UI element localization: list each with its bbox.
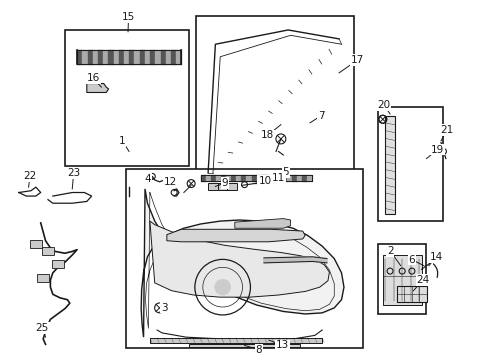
Bar <box>65 30 188 166</box>
Text: 14: 14 <box>428 252 442 262</box>
Text: 6: 6 <box>408 255 414 265</box>
Polygon shape <box>160 50 165 64</box>
Text: 22: 22 <box>23 171 37 181</box>
Text: 12: 12 <box>164 177 177 187</box>
Bar <box>227 183 237 190</box>
Text: 3: 3 <box>161 302 167 312</box>
Text: 13: 13 <box>275 341 288 350</box>
Polygon shape <box>236 175 241 181</box>
Text: 20: 20 <box>376 100 389 110</box>
Bar <box>30 240 41 248</box>
Bar <box>188 343 300 347</box>
Bar <box>150 338 322 342</box>
Polygon shape <box>134 50 140 64</box>
Polygon shape <box>307 175 312 181</box>
Text: 10: 10 <box>258 176 271 186</box>
Polygon shape <box>266 175 271 181</box>
Text: 25: 25 <box>36 323 49 333</box>
Polygon shape <box>113 50 119 64</box>
Polygon shape <box>103 50 108 64</box>
Bar <box>217 183 227 190</box>
Bar <box>42 247 54 255</box>
Polygon shape <box>155 50 160 64</box>
Polygon shape <box>124 50 129 64</box>
Polygon shape <box>302 175 307 181</box>
Polygon shape <box>176 50 181 64</box>
Polygon shape <box>93 50 98 64</box>
Polygon shape <box>205 175 210 181</box>
Bar <box>377 244 426 314</box>
Polygon shape <box>282 175 286 181</box>
Polygon shape <box>241 175 246 181</box>
Bar <box>37 274 49 282</box>
Bar <box>207 183 218 190</box>
Polygon shape <box>256 175 261 181</box>
Polygon shape <box>251 175 256 181</box>
Polygon shape <box>171 50 176 64</box>
Text: 7: 7 <box>317 111 324 121</box>
Polygon shape <box>140 50 144 64</box>
Polygon shape <box>210 175 216 181</box>
Text: 18: 18 <box>261 130 274 140</box>
Polygon shape <box>82 50 87 64</box>
Polygon shape <box>129 50 134 64</box>
Polygon shape <box>291 175 297 181</box>
Polygon shape <box>221 175 226 181</box>
Polygon shape <box>201 175 205 181</box>
Polygon shape <box>150 221 329 297</box>
Text: 17: 17 <box>350 55 363 65</box>
Text: 8: 8 <box>255 345 262 355</box>
Text: 19: 19 <box>430 145 443 155</box>
Polygon shape <box>166 229 305 242</box>
Polygon shape <box>141 189 343 337</box>
Polygon shape <box>98 50 103 64</box>
Bar <box>382 255 421 305</box>
Polygon shape <box>119 50 124 64</box>
Polygon shape <box>150 50 155 64</box>
Bar <box>196 16 353 180</box>
Bar <box>52 260 63 268</box>
Circle shape <box>214 279 230 295</box>
Polygon shape <box>216 175 221 181</box>
Bar <box>377 107 443 221</box>
Text: 4: 4 <box>144 174 150 184</box>
Bar <box>396 286 426 302</box>
Polygon shape <box>264 257 326 263</box>
Text: 16: 16 <box>86 73 100 83</box>
Text: 21: 21 <box>440 125 453 135</box>
Polygon shape <box>87 84 108 93</box>
Polygon shape <box>165 50 171 64</box>
Polygon shape <box>261 175 266 181</box>
Text: 5: 5 <box>282 167 288 177</box>
Bar <box>125 169 363 348</box>
Text: 24: 24 <box>416 275 429 285</box>
Polygon shape <box>271 175 276 181</box>
Polygon shape <box>276 175 282 181</box>
Polygon shape <box>297 175 302 181</box>
Text: 23: 23 <box>67 168 80 178</box>
Text: 2: 2 <box>386 246 392 256</box>
Polygon shape <box>234 219 290 228</box>
Polygon shape <box>144 50 150 64</box>
Polygon shape <box>87 50 93 64</box>
Polygon shape <box>108 50 113 64</box>
Text: 15: 15 <box>122 13 135 22</box>
Text: 1: 1 <box>119 136 125 146</box>
Polygon shape <box>226 175 231 181</box>
Polygon shape <box>246 175 251 181</box>
Bar <box>385 116 394 214</box>
Polygon shape <box>231 175 236 181</box>
Polygon shape <box>286 175 291 181</box>
Polygon shape <box>77 50 82 64</box>
Text: 11: 11 <box>271 173 285 183</box>
Text: 9: 9 <box>222 178 228 188</box>
